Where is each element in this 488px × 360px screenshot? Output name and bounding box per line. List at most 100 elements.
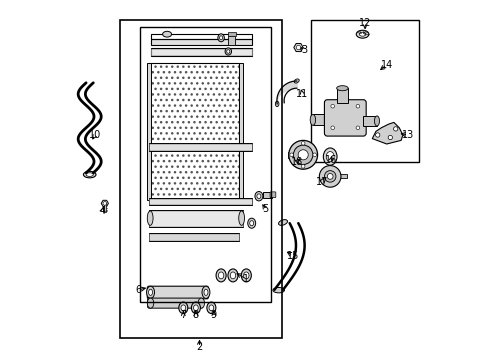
Ellipse shape bbox=[374, 116, 379, 126]
Ellipse shape bbox=[148, 289, 152, 295]
Text: 11: 11 bbox=[295, 89, 307, 99]
Text: 14: 14 bbox=[380, 60, 392, 70]
Circle shape bbox=[298, 150, 307, 160]
FancyBboxPatch shape bbox=[151, 48, 251, 56]
Ellipse shape bbox=[272, 287, 284, 293]
Ellipse shape bbox=[309, 114, 315, 125]
Bar bbox=[149, 63, 239, 200]
Circle shape bbox=[103, 202, 106, 205]
Ellipse shape bbox=[83, 171, 96, 178]
Ellipse shape bbox=[249, 221, 253, 226]
Text: 5: 5 bbox=[262, 204, 268, 214]
Circle shape bbox=[319, 166, 340, 187]
Text: 1: 1 bbox=[243, 274, 249, 284]
Text: 15: 15 bbox=[286, 251, 299, 261]
Ellipse shape bbox=[226, 50, 229, 53]
Circle shape bbox=[301, 165, 305, 168]
FancyBboxPatch shape bbox=[147, 286, 208, 299]
FancyBboxPatch shape bbox=[146, 63, 151, 200]
Ellipse shape bbox=[179, 302, 187, 314]
FancyBboxPatch shape bbox=[151, 39, 251, 45]
Circle shape bbox=[387, 135, 392, 140]
Ellipse shape bbox=[198, 298, 204, 308]
FancyBboxPatch shape bbox=[149, 143, 251, 151]
FancyBboxPatch shape bbox=[149, 198, 251, 205]
FancyBboxPatch shape bbox=[363, 116, 376, 126]
Circle shape bbox=[326, 174, 332, 179]
Ellipse shape bbox=[323, 148, 336, 165]
Circle shape bbox=[355, 104, 359, 108]
Ellipse shape bbox=[147, 298, 153, 308]
Ellipse shape bbox=[163, 31, 171, 37]
Ellipse shape bbox=[336, 86, 347, 91]
Ellipse shape bbox=[359, 32, 365, 36]
Text: 7: 7 bbox=[180, 310, 186, 320]
Circle shape bbox=[375, 133, 379, 137]
Ellipse shape bbox=[254, 192, 263, 201]
FancyBboxPatch shape bbox=[269, 192, 275, 198]
Text: 9: 9 bbox=[210, 310, 217, 320]
Ellipse shape bbox=[208, 305, 213, 311]
Ellipse shape bbox=[227, 269, 238, 282]
Text: 16: 16 bbox=[324, 155, 336, 165]
Ellipse shape bbox=[146, 286, 154, 298]
FancyBboxPatch shape bbox=[149, 233, 239, 241]
Text: 6: 6 bbox=[135, 285, 141, 295]
Ellipse shape bbox=[241, 269, 251, 282]
Text: 8: 8 bbox=[192, 310, 199, 320]
Ellipse shape bbox=[356, 30, 368, 38]
Circle shape bbox=[330, 104, 334, 108]
FancyBboxPatch shape bbox=[287, 152, 296, 158]
Ellipse shape bbox=[238, 211, 244, 225]
FancyBboxPatch shape bbox=[228, 32, 236, 36]
Ellipse shape bbox=[216, 269, 225, 282]
Ellipse shape bbox=[203, 289, 207, 295]
Bar bbox=[310, 20, 418, 162]
Ellipse shape bbox=[86, 173, 93, 176]
Text: 3: 3 bbox=[300, 45, 306, 55]
Ellipse shape bbox=[256, 194, 260, 199]
Bar bbox=[140, 27, 271, 302]
Circle shape bbox=[301, 141, 305, 145]
Text: 2: 2 bbox=[196, 342, 202, 352]
Ellipse shape bbox=[230, 272, 235, 279]
Polygon shape bbox=[101, 200, 108, 207]
Circle shape bbox=[312, 153, 316, 157]
Polygon shape bbox=[293, 44, 303, 51]
Text: 10: 10 bbox=[89, 130, 101, 140]
Text: 18: 18 bbox=[290, 157, 302, 167]
FancyBboxPatch shape bbox=[336, 88, 347, 103]
Text: 17: 17 bbox=[315, 177, 327, 187]
Ellipse shape bbox=[224, 48, 231, 55]
FancyBboxPatch shape bbox=[228, 36, 235, 45]
Ellipse shape bbox=[294, 79, 299, 83]
Ellipse shape bbox=[147, 211, 153, 225]
Ellipse shape bbox=[278, 220, 287, 225]
FancyBboxPatch shape bbox=[147, 298, 203, 308]
Text: 13: 13 bbox=[401, 130, 413, 140]
Circle shape bbox=[330, 126, 334, 130]
Bar bbox=[120, 20, 282, 338]
FancyBboxPatch shape bbox=[324, 100, 366, 136]
Ellipse shape bbox=[219, 36, 222, 40]
FancyBboxPatch shape bbox=[312, 114, 327, 125]
FancyBboxPatch shape bbox=[340, 174, 347, 178]
Ellipse shape bbox=[275, 101, 278, 107]
Ellipse shape bbox=[325, 152, 333, 162]
Circle shape bbox=[289, 153, 293, 157]
Circle shape bbox=[296, 45, 300, 50]
Circle shape bbox=[355, 126, 359, 130]
FancyBboxPatch shape bbox=[239, 63, 243, 200]
Circle shape bbox=[324, 171, 335, 182]
Ellipse shape bbox=[191, 302, 200, 314]
Ellipse shape bbox=[218, 272, 224, 279]
Bar bbox=[103, 203, 106, 212]
Ellipse shape bbox=[247, 218, 255, 228]
FancyBboxPatch shape bbox=[262, 192, 271, 198]
Ellipse shape bbox=[206, 302, 215, 314]
Text: 12: 12 bbox=[358, 18, 370, 28]
Bar bbox=[149, 63, 239, 200]
Circle shape bbox=[393, 127, 397, 131]
Text: 4: 4 bbox=[99, 206, 105, 216]
Ellipse shape bbox=[193, 305, 198, 311]
